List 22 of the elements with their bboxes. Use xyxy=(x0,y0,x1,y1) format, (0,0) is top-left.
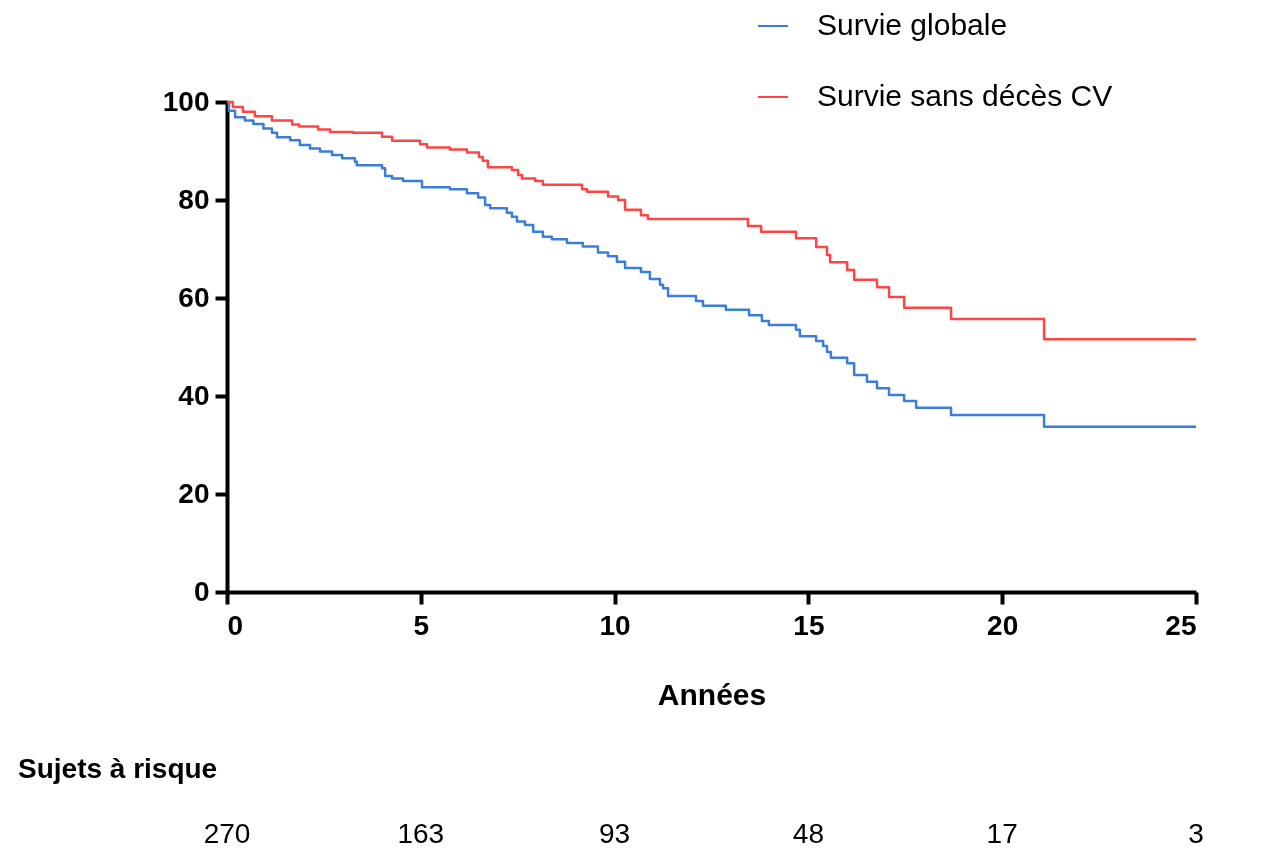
y-tick-label: 20 xyxy=(178,477,210,509)
x-tick-label: 25 xyxy=(1165,609,1197,641)
y-tick-label: 60 xyxy=(178,281,210,313)
text: 163 xyxy=(397,818,445,849)
x-tick-label: 20 xyxy=(987,609,1019,641)
x-axis-title: Années xyxy=(657,677,767,711)
text: 48 xyxy=(792,818,824,849)
text: 3 xyxy=(1188,818,1204,849)
y-tick-label: 0 xyxy=(193,575,210,607)
y-tick-label: 40 xyxy=(178,379,210,411)
text: 93 xyxy=(599,818,631,849)
y-tick-label: 100 xyxy=(162,85,210,117)
x-tick-label: 5 xyxy=(413,609,430,641)
x-tick-label: 15 xyxy=(793,609,825,641)
legend-label: Survie sans décès CV xyxy=(817,79,1113,112)
x-tick-label: 0 xyxy=(227,609,244,641)
text: 270 xyxy=(203,818,251,849)
text: Sujets à risque xyxy=(18,753,218,784)
legend-label: Survie globale xyxy=(817,8,1008,41)
x-tick-label: 10 xyxy=(599,609,631,641)
text: 17 xyxy=(986,818,1018,849)
y-tick-label: 80 xyxy=(178,183,210,215)
